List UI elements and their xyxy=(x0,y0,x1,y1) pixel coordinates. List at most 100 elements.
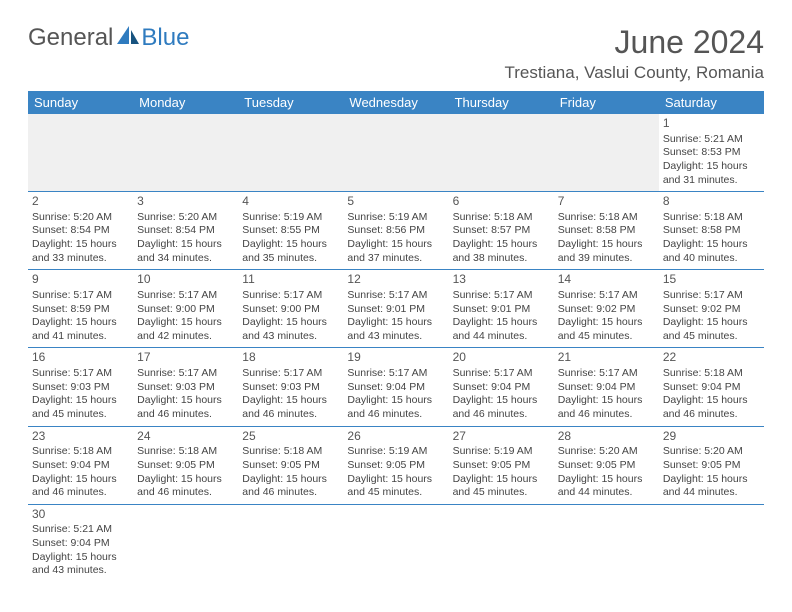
sunrise-line: Sunrise: 5:18 AM xyxy=(663,367,760,381)
calendar-day-cell xyxy=(554,114,659,192)
daylight-line: Daylight: 15 hours and 43 minutes. xyxy=(32,551,129,578)
day-number: 30 xyxy=(32,507,129,523)
calendar-day-cell: 29Sunrise: 5:20 AMSunset: 9:05 PMDayligh… xyxy=(659,426,764,504)
daylight-line: Daylight: 15 hours and 42 minutes. xyxy=(137,316,234,343)
day-number: 27 xyxy=(453,429,550,445)
col-monday: Monday xyxy=(133,91,238,114)
day-number: 4 xyxy=(242,194,339,210)
calendar-week-row: 1Sunrise: 5:21 AMSunset: 8:53 PMDaylight… xyxy=(28,114,764,192)
sunset-line: Sunset: 9:01 PM xyxy=(347,303,444,317)
calendar-day-cell: 8Sunrise: 5:18 AMSunset: 8:58 PMDaylight… xyxy=(659,192,764,270)
calendar-day-cell: 17Sunrise: 5:17 AMSunset: 9:03 PMDayligh… xyxy=(133,348,238,426)
daylight-line: Daylight: 15 hours and 40 minutes. xyxy=(663,238,760,265)
daylight-line: Daylight: 15 hours and 46 minutes. xyxy=(558,394,655,421)
daylight-line: Daylight: 15 hours and 44 minutes. xyxy=(558,473,655,500)
calendar-day-cell xyxy=(133,504,238,582)
col-sunday: Sunday xyxy=(28,91,133,114)
daylight-line: Daylight: 15 hours and 45 minutes. xyxy=(32,394,129,421)
calendar-day-cell: 14Sunrise: 5:17 AMSunset: 9:02 PMDayligh… xyxy=(554,270,659,348)
daylight-line: Daylight: 15 hours and 46 minutes. xyxy=(137,473,234,500)
calendar-day-cell: 11Sunrise: 5:17 AMSunset: 9:00 PMDayligh… xyxy=(238,270,343,348)
sunset-line: Sunset: 8:58 PM xyxy=(558,224,655,238)
daylight-line: Daylight: 15 hours and 45 minutes. xyxy=(453,473,550,500)
sunrise-line: Sunrise: 5:20 AM xyxy=(32,211,129,225)
sunset-line: Sunset: 9:04 PM xyxy=(558,381,655,395)
calendar-week-row: 9Sunrise: 5:17 AMSunset: 8:59 PMDaylight… xyxy=(28,270,764,348)
day-number: 12 xyxy=(347,272,444,288)
sunset-line: Sunset: 9:05 PM xyxy=(558,459,655,473)
calendar-day-cell xyxy=(238,114,343,192)
calendar-day-cell: 18Sunrise: 5:17 AMSunset: 9:03 PMDayligh… xyxy=(238,348,343,426)
sunset-line: Sunset: 9:04 PM xyxy=(32,459,129,473)
calendar-day-cell: 19Sunrise: 5:17 AMSunset: 9:04 PMDayligh… xyxy=(343,348,448,426)
sunrise-line: Sunrise: 5:17 AM xyxy=(137,367,234,381)
sunset-line: Sunset: 9:05 PM xyxy=(242,459,339,473)
sunrise-line: Sunrise: 5:19 AM xyxy=(242,211,339,225)
daylight-line: Daylight: 15 hours and 46 minutes. xyxy=(347,394,444,421)
logo-text-2: Blue xyxy=(141,24,189,52)
sunset-line: Sunset: 9:04 PM xyxy=(32,537,129,551)
calendar-day-cell: 2Sunrise: 5:20 AMSunset: 8:54 PMDaylight… xyxy=(28,192,133,270)
daylight-line: Daylight: 15 hours and 43 minutes. xyxy=(242,316,339,343)
day-number: 2 xyxy=(32,194,129,210)
sunrise-line: Sunrise: 5:17 AM xyxy=(453,289,550,303)
logo-text-1: General xyxy=(28,24,113,52)
daylight-line: Daylight: 15 hours and 39 minutes. xyxy=(558,238,655,265)
daylight-line: Daylight: 15 hours and 44 minutes. xyxy=(453,316,550,343)
calendar-day-cell xyxy=(659,504,764,582)
day-number: 17 xyxy=(137,350,234,366)
sunset-line: Sunset: 8:55 PM xyxy=(242,224,339,238)
daylight-line: Daylight: 15 hours and 43 minutes. xyxy=(347,316,444,343)
weekday-header-row: Sunday Monday Tuesday Wednesday Thursday… xyxy=(28,91,764,114)
day-number: 16 xyxy=(32,350,129,366)
calendar-day-cell: 12Sunrise: 5:17 AMSunset: 9:01 PMDayligh… xyxy=(343,270,448,348)
day-number: 6 xyxy=(453,194,550,210)
sunset-line: Sunset: 8:53 PM xyxy=(663,146,760,160)
daylight-line: Daylight: 15 hours and 46 minutes. xyxy=(663,394,760,421)
col-tuesday: Tuesday xyxy=(238,91,343,114)
logo: General Blue xyxy=(28,24,189,52)
calendar-day-cell: 10Sunrise: 5:17 AMSunset: 9:00 PMDayligh… xyxy=(133,270,238,348)
sunset-line: Sunset: 9:05 PM xyxy=(137,459,234,473)
day-number: 7 xyxy=(558,194,655,210)
daylight-line: Daylight: 15 hours and 38 minutes. xyxy=(453,238,550,265)
calendar-day-cell xyxy=(343,504,448,582)
calendar-week-row: 2Sunrise: 5:20 AMSunset: 8:54 PMDaylight… xyxy=(28,192,764,270)
daylight-line: Daylight: 15 hours and 37 minutes. xyxy=(347,238,444,265)
sunset-line: Sunset: 8:58 PM xyxy=(663,224,760,238)
sunset-line: Sunset: 9:05 PM xyxy=(663,459,760,473)
sunrise-line: Sunrise: 5:17 AM xyxy=(242,289,339,303)
sunset-line: Sunset: 9:02 PM xyxy=(558,303,655,317)
day-number: 1 xyxy=(663,116,760,132)
sunset-line: Sunset: 8:57 PM xyxy=(453,224,550,238)
sunset-line: Sunset: 8:56 PM xyxy=(347,224,444,238)
sunrise-line: Sunrise: 5:17 AM xyxy=(32,289,129,303)
calendar-day-cell: 5Sunrise: 5:19 AMSunset: 8:56 PMDaylight… xyxy=(343,192,448,270)
day-number: 22 xyxy=(663,350,760,366)
sunrise-line: Sunrise: 5:21 AM xyxy=(32,523,129,537)
calendar-week-row: 23Sunrise: 5:18 AMSunset: 9:04 PMDayligh… xyxy=(28,426,764,504)
day-number: 15 xyxy=(663,272,760,288)
calendar-day-cell: 27Sunrise: 5:19 AMSunset: 9:05 PMDayligh… xyxy=(449,426,554,504)
sunset-line: Sunset: 9:03 PM xyxy=(242,381,339,395)
sunrise-line: Sunrise: 5:17 AM xyxy=(453,367,550,381)
sunrise-line: Sunrise: 5:19 AM xyxy=(453,445,550,459)
daylight-line: Daylight: 15 hours and 46 minutes. xyxy=(32,473,129,500)
calendar-day-cell xyxy=(238,504,343,582)
sunset-line: Sunset: 9:02 PM xyxy=(663,303,760,317)
calendar-day-cell xyxy=(554,504,659,582)
calendar-day-cell: 3Sunrise: 5:20 AMSunset: 8:54 PMDaylight… xyxy=(133,192,238,270)
calendar-day-cell: 13Sunrise: 5:17 AMSunset: 9:01 PMDayligh… xyxy=(449,270,554,348)
calendar-table: Sunday Monday Tuesday Wednesday Thursday… xyxy=(28,91,764,582)
daylight-line: Daylight: 15 hours and 31 minutes. xyxy=(663,160,760,187)
sunset-line: Sunset: 9:00 PM xyxy=(137,303,234,317)
sunrise-line: Sunrise: 5:19 AM xyxy=(347,445,444,459)
day-number: 25 xyxy=(242,429,339,445)
sunrise-line: Sunrise: 5:21 AM xyxy=(663,133,760,147)
logo-sail-icon xyxy=(115,24,141,46)
sunrise-line: Sunrise: 5:18 AM xyxy=(558,211,655,225)
day-number: 24 xyxy=(137,429,234,445)
calendar-day-cell: 9Sunrise: 5:17 AMSunset: 8:59 PMDaylight… xyxy=(28,270,133,348)
daylight-line: Daylight: 15 hours and 46 minutes. xyxy=(137,394,234,421)
day-number: 5 xyxy=(347,194,444,210)
